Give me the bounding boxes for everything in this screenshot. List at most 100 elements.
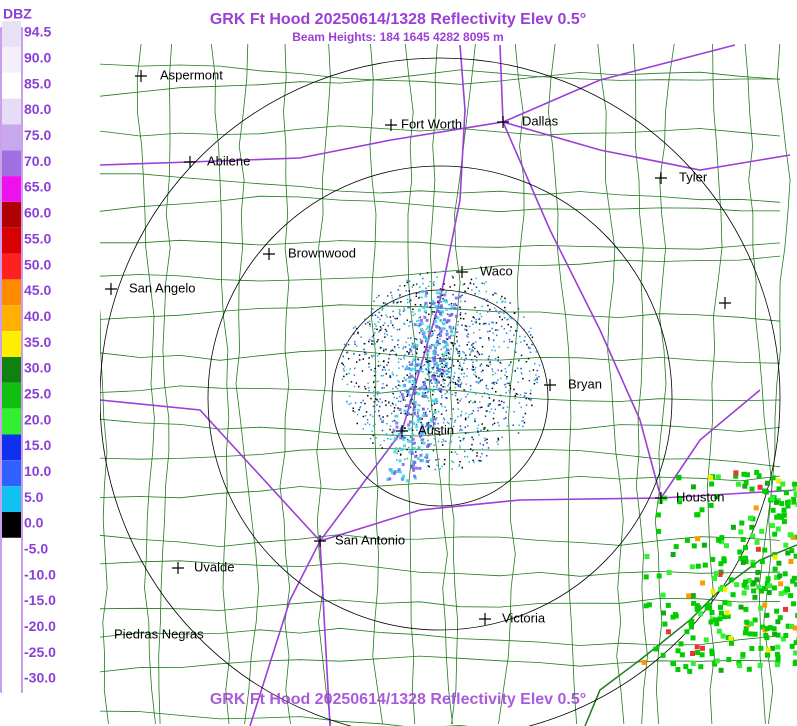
echo [462,283,464,286]
echo [412,422,416,425]
echo [526,343,528,346]
echo [450,451,453,453]
echo [397,339,399,342]
city-marker [314,535,326,547]
echo [438,375,440,378]
echo [415,423,418,426]
echo [345,345,347,347]
echo [347,351,349,353]
echo [382,360,385,363]
echo [416,414,420,418]
echo [458,465,461,467]
echo [441,396,443,399]
echo [374,323,376,325]
echo [496,301,498,304]
echo [373,300,375,302]
echo [427,391,429,393]
echo [469,388,472,391]
echo [479,313,481,315]
echo [408,407,411,410]
echo [463,389,465,391]
echo [509,381,512,383]
echo [457,320,459,323]
echo [410,406,412,408]
echo [381,429,384,432]
echo [397,400,400,402]
storm-cell [774,651,780,657]
echo [378,311,380,314]
county-line [654,44,675,725]
city-label: Tyler [679,169,708,184]
county-line [316,44,332,725]
echo [492,332,494,334]
echo [434,468,436,471]
echo [360,336,362,338]
echo [433,416,435,418]
echo [457,360,459,362]
echo [422,391,424,394]
echo [381,309,383,311]
echo [472,366,474,368]
echo [432,377,436,381]
echo [390,434,392,437]
echo [464,328,466,331]
echo [466,368,468,370]
scale-swatch [2,357,21,383]
echo [428,379,430,381]
storm-cell [660,592,666,598]
echo [422,383,426,387]
echo [498,346,500,348]
echo [504,301,507,303]
echo [459,365,461,367]
echo [407,393,409,396]
storm-cell [699,507,705,513]
storm-cell [770,507,776,513]
echo [511,317,513,320]
echo [445,373,448,375]
echo [409,349,413,353]
echo [392,429,396,433]
storm-cell [750,562,756,568]
echo [403,413,406,415]
echo [445,362,449,366]
echo [442,359,446,363]
storm-cell [746,666,752,672]
echo [432,343,436,347]
echo [523,340,526,342]
echo [392,472,396,476]
echo [353,385,356,388]
storm-cell [788,559,794,564]
echo [377,316,379,318]
echo [415,295,418,297]
echo [371,354,373,357]
storm-cell [738,555,744,561]
echo [437,301,439,304]
county-line [498,44,525,725]
echo [523,316,525,318]
echo [408,353,410,355]
echo [389,376,391,378]
echo [492,417,495,420]
range-ring [100,57,781,726]
scale-swatch [2,279,21,306]
echo [433,281,435,283]
echo [348,372,350,375]
echo [426,325,430,329]
echo [406,414,409,416]
echo [525,361,528,363]
echo [499,404,501,406]
echo [375,437,377,439]
echo [469,283,472,285]
echo [493,422,496,425]
echo [402,365,404,368]
echo [475,360,478,362]
echo [438,295,442,299]
echo [457,352,459,355]
echo [373,340,375,343]
county-line [597,44,625,725]
echo [477,381,479,383]
echo [435,417,438,419]
echo [471,349,473,352]
echo [406,448,408,451]
echo [486,410,489,412]
